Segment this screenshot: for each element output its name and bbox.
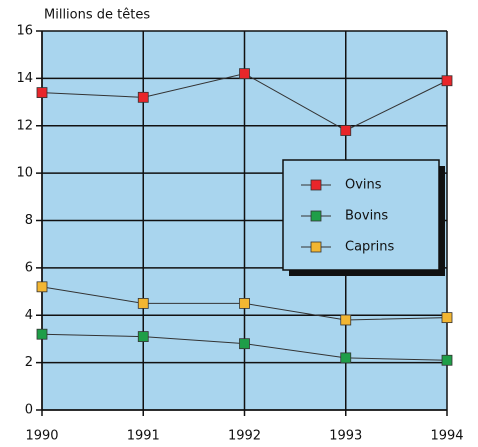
y-tick-label: 12 [16, 118, 33, 133]
legend-marker [310, 179, 322, 191]
x-tick-label: 1993 [329, 429, 362, 444]
marker [239, 338, 250, 350]
legend-label: Caprins [345, 240, 394, 255]
y-tick-label: 8 [25, 213, 33, 228]
legend-marker [310, 210, 322, 222]
legend [282, 159, 440, 271]
marker [239, 298, 250, 309]
marker [441, 312, 453, 324]
y-axis-label: Millions de têtes [44, 8, 150, 23]
marker [36, 281, 48, 293]
y-tick-label: 10 [16, 166, 33, 181]
marker [36, 87, 48, 98]
legend-label: Ovins [345, 178, 382, 193]
y-tick-label: 14 [16, 71, 33, 86]
y-tick-label: 6 [25, 260, 33, 275]
x-tick-label: 1992 [228, 429, 261, 444]
marker [137, 331, 149, 342]
marker [36, 328, 48, 340]
marker [137, 91, 149, 103]
marker [441, 75, 453, 87]
legend-label: Bovins [345, 209, 388, 224]
y-tick-label: 16 [16, 24, 33, 39]
x-tick-label: 1994 [430, 429, 463, 444]
x-tick-label: 1990 [25, 429, 58, 444]
marker [340, 352, 352, 364]
legend-marker [310, 241, 322, 253]
x-tick-label: 1991 [127, 429, 160, 444]
marker [340, 125, 352, 136]
y-tick-label: 4 [25, 308, 33, 323]
marker [239, 68, 250, 80]
y-tick-label: 0 [25, 403, 33, 418]
marker [340, 314, 352, 326]
marker [441, 354, 453, 366]
marker [137, 298, 149, 309]
y-tick-label: 2 [25, 355, 33, 370]
